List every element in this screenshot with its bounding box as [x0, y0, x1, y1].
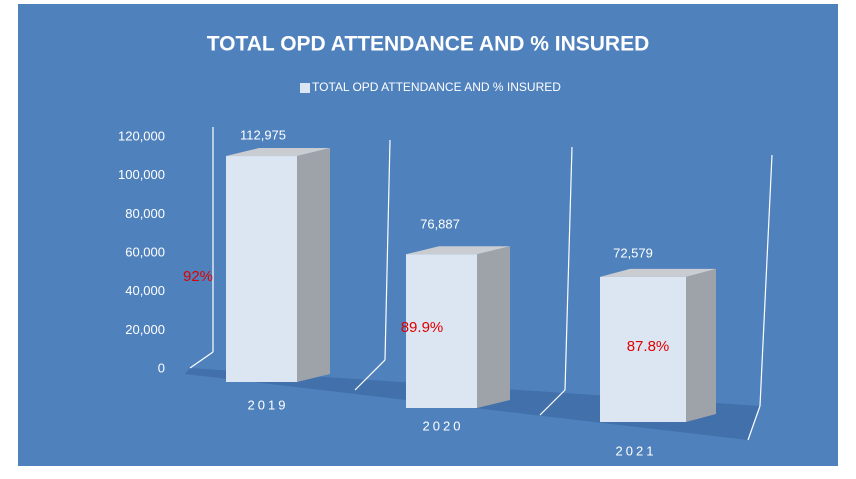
- annotation: 89.9%: [401, 319, 444, 336]
- x-tick-label: 2020: [423, 418, 464, 433]
- y-tick-label: 120,000: [118, 128, 165, 143]
- bar-side: [477, 246, 510, 408]
- wall-line: [189, 351, 214, 369]
- value-label: 76,887: [420, 216, 460, 231]
- bar-top: [226, 148, 330, 157]
- wall-line: [354, 359, 386, 391]
- bar: [600, 276, 686, 422]
- wall-line: [759, 154, 773, 407]
- bar: [226, 156, 297, 382]
- wall-line: [539, 389, 566, 416]
- bar-top: [600, 268, 716, 277]
- legend-label: TOTAL OPD ATTENDANCE AND % INSURED: [312, 80, 561, 94]
- y-tick-label: 80,000: [125, 206, 165, 221]
- wall-line: [564, 146, 573, 391]
- wall-line: [384, 139, 391, 361]
- annotation: 92%: [183, 268, 213, 285]
- bar-side: [686, 268, 716, 422]
- y-tick-label: 0: [158, 360, 165, 375]
- y-tick-label: 40,000: [125, 283, 165, 298]
- legend-swatch: [300, 83, 310, 93]
- y-tick-label: 20,000: [125, 322, 165, 337]
- y-tick-label: 100,000: [118, 167, 165, 182]
- y-tick-label: 60,000: [125, 244, 165, 259]
- x-tick-label: 2021: [616, 443, 657, 458]
- wall-line: [747, 405, 761, 441]
- value-label: 72,579: [613, 245, 653, 260]
- value-label: 112,975: [240, 127, 286, 142]
- annotation: 87.8%: [627, 338, 670, 355]
- bar-side: [297, 148, 330, 382]
- chart-title: TOTAL OPD ATTENDANCE AND % INSURED: [207, 33, 650, 56]
- x-tick-label: 2019: [248, 397, 289, 412]
- bar-top: [406, 246, 510, 255]
- bar: [406, 254, 477, 408]
